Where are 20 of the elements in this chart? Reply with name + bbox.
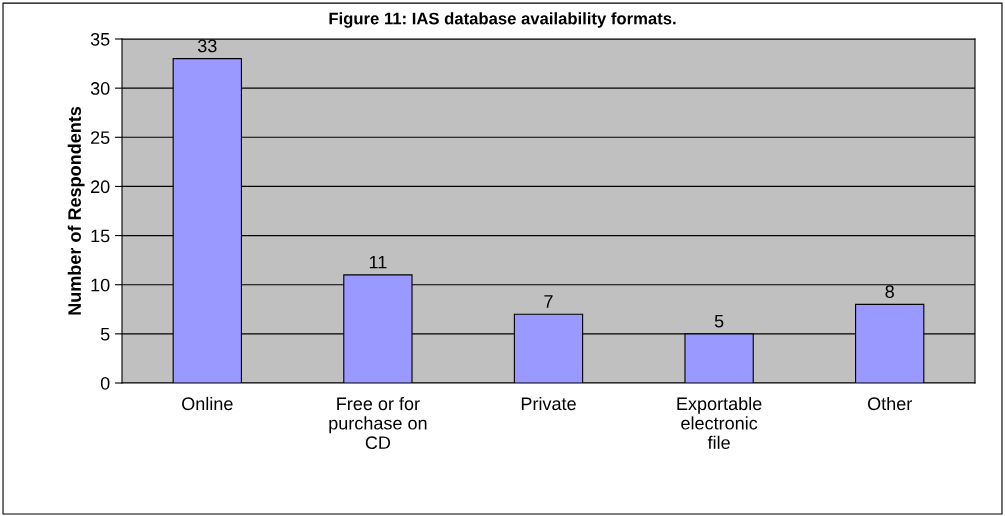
y-tick-label: 35: [90, 32, 110, 46]
y-axis-title: Number of Respondents: [67, 106, 85, 315]
data-label: 8: [885, 285, 894, 299]
y-tick-label: 0: [100, 376, 110, 390]
data-label: 11: [369, 255, 387, 269]
y-tick-label: 30: [90, 82, 110, 95]
x-tick-label: Free or for purchase on CD: [329, 396, 427, 450]
y-tick-label: 20: [91, 180, 110, 194]
x-tick-label: Other: [867, 396, 912, 411]
data-label: 7: [544, 295, 553, 308]
y-tick-label: 10: [91, 278, 110, 292]
x-tick-label: Online: [182, 396, 233, 411]
y-tick-label: 5: [100, 327, 110, 341]
chart-title: Figure 11: IAS database availability formats.: [329, 12, 676, 28]
x-tick-label: Exportable electronic file: [677, 396, 762, 450]
x-tick-label: Private: [521, 396, 576, 411]
data-label: 33: [197, 39, 217, 53]
data-label: 5: [714, 314, 724, 328]
y-tick-label: 15: [91, 229, 110, 243]
y-tick-label: 25: [91, 131, 110, 145]
